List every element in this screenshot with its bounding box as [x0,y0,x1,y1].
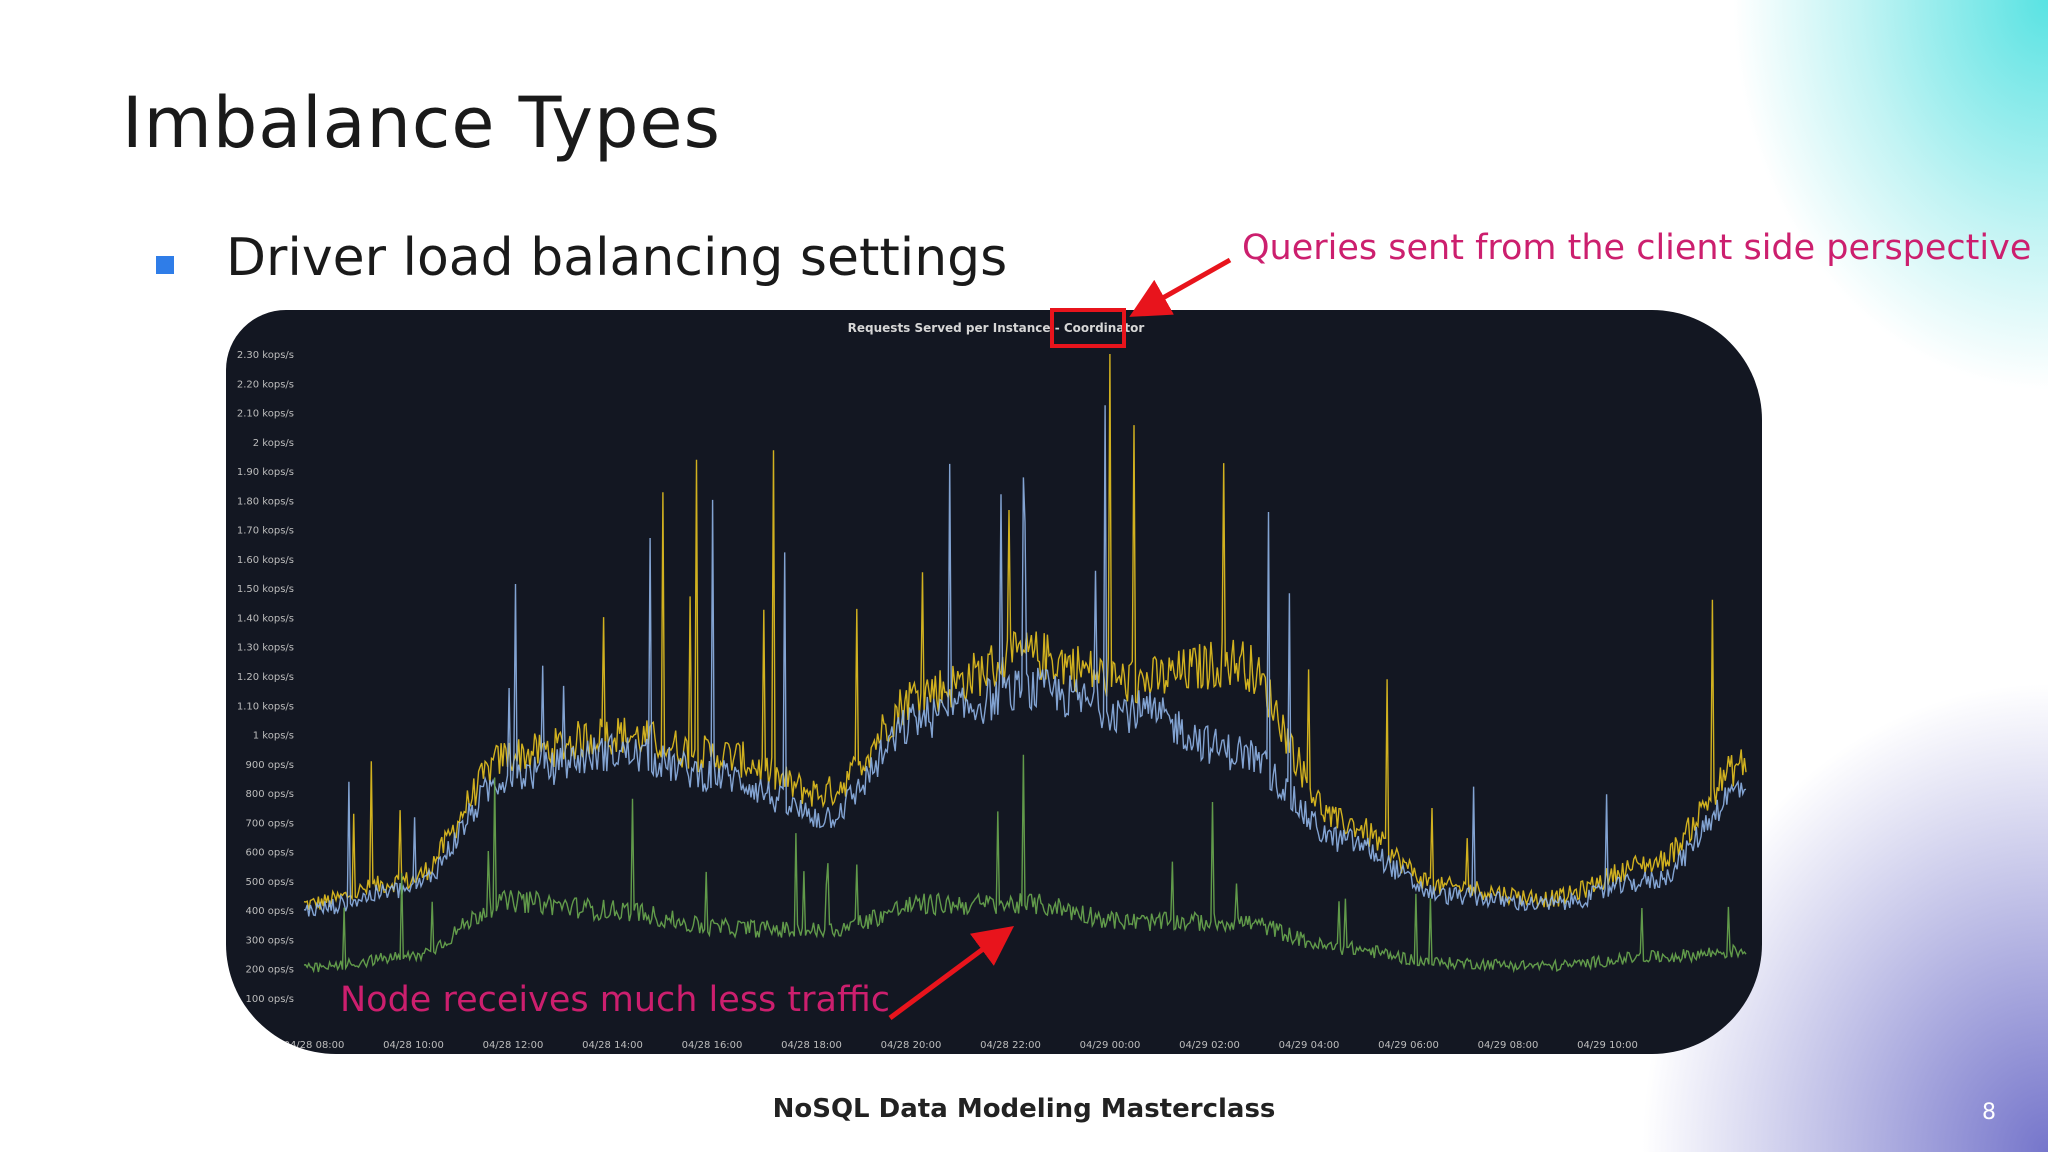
y-tick-label: 100 ops/s [245,994,294,1005]
x-tick-label: 04/28 10:00 [383,1040,444,1051]
y-tick-label: 900 ops/s [245,760,294,771]
y-tick-label: 1.30 kops/s [237,643,294,654]
x-tick-label: 04/29 06:00 [1378,1040,1439,1051]
y-tick-label: 800 ops/s [245,789,294,800]
annotation-top: Queries sent from the client side perspe… [1242,228,2032,268]
footer-title: NoSQL Data Modeling Masterclass [772,1094,1276,1124]
y-tick-label: 1.70 kops/s [237,526,294,537]
x-tick-label: 04/28 18:00 [781,1040,842,1051]
y-tick-label: 600 ops/s [245,848,294,859]
requests-chart: Requests Served per Instance - Coordinat… [237,321,1747,1051]
y-tick-label: 300 ops/s [245,935,294,946]
x-tick-label: 04/28 22:00 [980,1040,1041,1051]
x-tick-label: 04/28 08:00 [284,1040,345,1051]
slide-title: Imbalance Types [122,82,721,164]
y-tick-label: 400 ops/s [245,906,294,917]
series-line [303,353,1747,910]
page-number: 8 [1982,1100,1996,1125]
bullet-marker [156,256,174,274]
y-tick-label: 2.30 kops/s [237,350,294,361]
bullet-text: Driver load balancing settings [226,228,1008,288]
y-tick-label: 500 ops/s [245,877,294,888]
y-tick-label: 2.10 kops/s [237,409,294,420]
annotation-bottom: Node receives much less traffic [340,980,891,1020]
y-tick-label: 1 kops/s [253,731,294,742]
x-tick-label: 04/28 12:00 [483,1040,544,1051]
coordinator-highlight-box [1050,308,1126,348]
chart-panel: Requests Served per Instance - Coordinat… [226,310,1762,1054]
x-tick-label: 04/29 08:00 [1478,1040,1539,1051]
x-tick-label: 04/29 00:00 [1080,1040,1141,1051]
chart-title: Requests Served per Instance - Coordinat… [848,321,1145,335]
y-tick-label: 1.60 kops/s [237,555,294,566]
y-tick-label: 1.20 kops/s [237,672,294,683]
y-tick-label: 1.80 kops/s [237,496,294,507]
y-tick-label: 1.90 kops/s [237,467,294,478]
x-tick-label: 04/28 20:00 [881,1040,942,1051]
y-tick-label: 1.50 kops/s [237,584,294,595]
y-tick-label: 1.10 kops/s [237,701,294,712]
x-tick-label: 04/29 04:00 [1279,1040,1340,1051]
y-tick-label: 700 ops/s [245,818,294,829]
y-tick-label: 2.20 kops/s [237,379,294,390]
series-line [303,754,1747,974]
x-tick-label: 04/28 14:00 [582,1040,643,1051]
series-line [303,405,1747,917]
y-tick-label: 2 kops/s [253,438,294,449]
x-tick-label: 04/28 16:00 [682,1040,743,1051]
y-tick-label: 200 ops/s [245,965,294,976]
x-tick-label: 04/29 02:00 [1179,1040,1240,1051]
y-tick-label: 1.40 kops/s [237,613,294,624]
x-tick-label: 04/29 10:00 [1577,1040,1638,1051]
